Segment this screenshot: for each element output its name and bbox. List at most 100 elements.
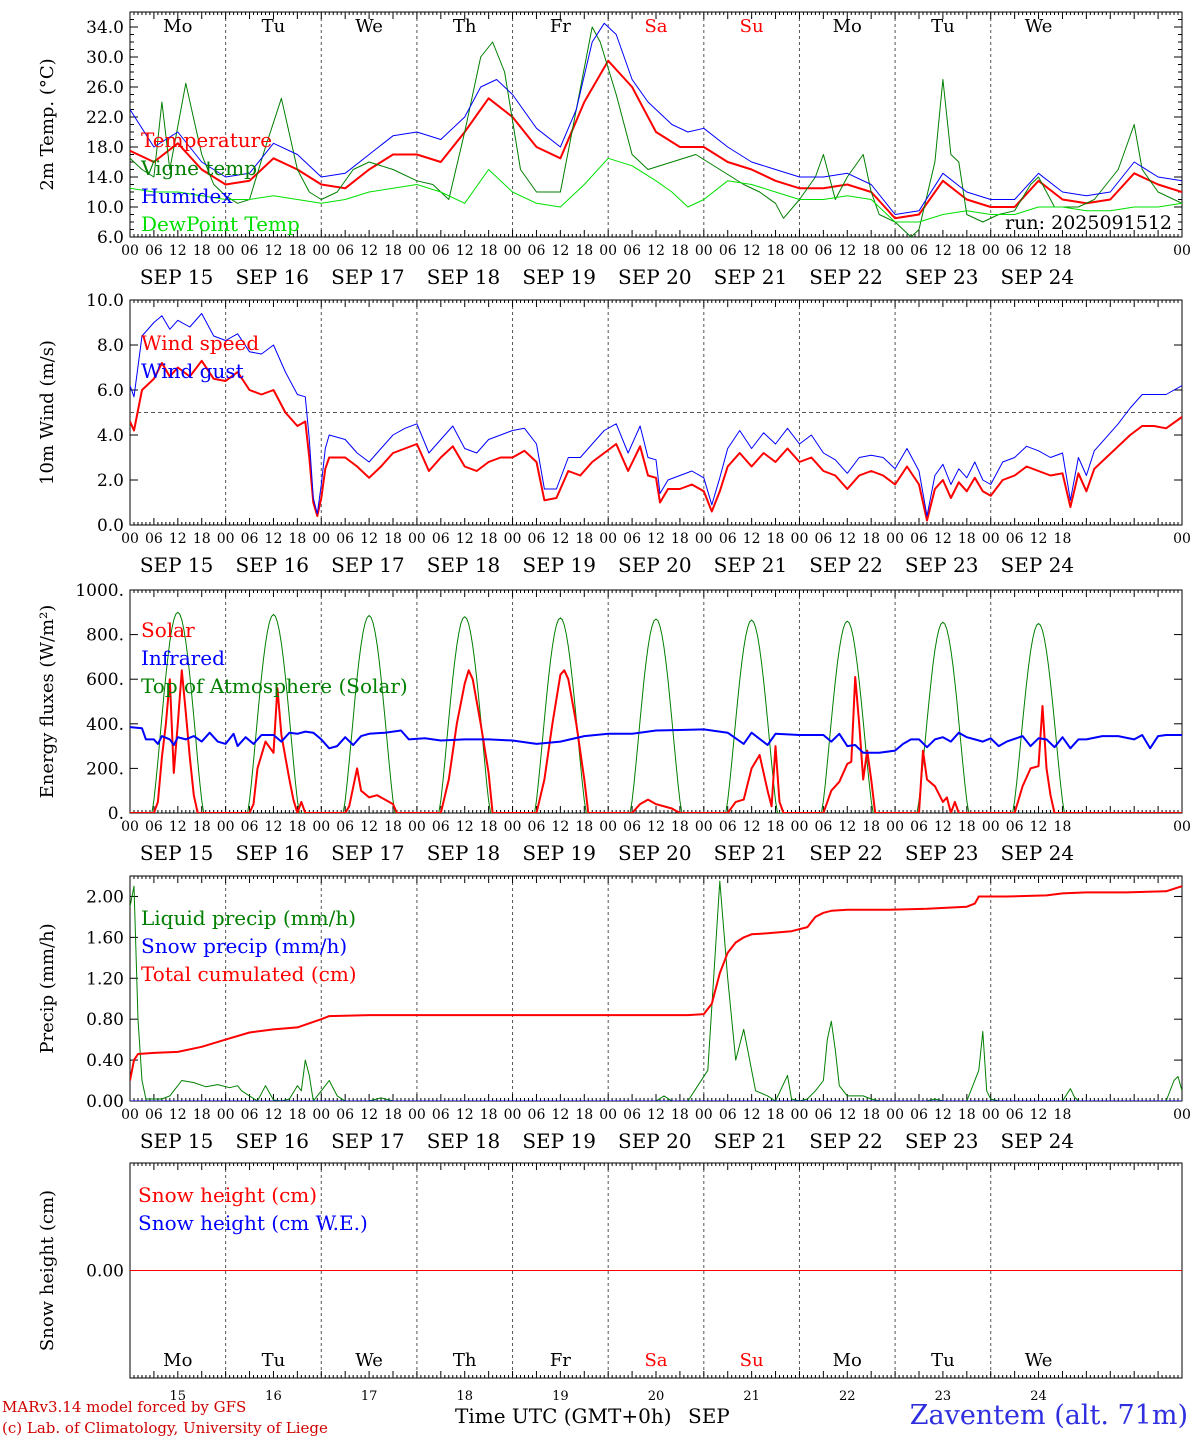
y-tick-label: 18.0 [86, 138, 124, 158]
legend-entry: Snow height (cm W.E.) [138, 1211, 368, 1235]
date-label: SEP 15 [140, 265, 214, 289]
hour-tick-label: 18 [480, 819, 498, 835]
hour-tick-label: 00 [217, 243, 235, 259]
day-name-label: Th [453, 16, 477, 37]
hour-tick-label: 12 [934, 243, 952, 259]
hour-tick-label: 00 [217, 1107, 235, 1123]
date-label: SEP 16 [235, 1129, 309, 1153]
date-label: SEP 22 [809, 841, 883, 865]
date-label: SEP 17 [331, 841, 405, 865]
hour-tick-label: 12 [743, 531, 761, 547]
hour-tick-label: 00 [1173, 1107, 1191, 1123]
y-tick-label: 1.60 [86, 928, 124, 948]
date-label: SEP 22 [809, 553, 883, 577]
y-tick-label: 0.40 [86, 1051, 124, 1071]
date-label: SEP 20 [618, 553, 692, 577]
plot-area [130, 880, 1182, 1101]
hour-tick-label: 06 [910, 243, 928, 259]
hour-tick-label: 12 [265, 1107, 283, 1123]
date-label: SEP 22 [809, 1129, 883, 1153]
hour-tick-label: 18 [384, 819, 402, 835]
hour-tick-label: 00 [312, 1107, 330, 1123]
hour-tick-label: 06 [719, 1107, 737, 1123]
series-toa-solar [130, 611, 1087, 813]
hour-tick-label: 18 [575, 1107, 593, 1123]
hour-tick-label: 18 [384, 243, 402, 259]
date-label: SEP 22 [809, 265, 883, 289]
hour-tick-label: 18 [958, 1107, 976, 1123]
day-number-label: 18 [456, 1389, 473, 1404]
plot-area [130, 313, 1182, 522]
day-name-label: Fr [550, 16, 571, 37]
hour-tick-label: 00 [886, 819, 904, 835]
date-label: SEP 18 [427, 553, 501, 577]
hour-tick-label: 00 [408, 531, 426, 547]
y-tick-label: 6.0 [97, 381, 124, 401]
series-line-1 [130, 359, 1182, 522]
y-tick-label: 30.0 [86, 48, 124, 68]
hour-tick-label: 06 [432, 531, 450, 547]
hour-tick-label: 18 [671, 819, 689, 835]
day-name-label: Tu [262, 1350, 286, 1371]
day-number-label: 15 [170, 1389, 187, 1404]
legend-entry: Top of Atmosphere (Solar) [141, 674, 408, 698]
hour-tick-label: 06 [528, 819, 546, 835]
legend-entry: Humidex [141, 184, 233, 208]
hour-tick-label: 00 [791, 1107, 809, 1123]
hour-tick-label: 06 [623, 819, 641, 835]
day-number-label: 16 [265, 1389, 282, 1404]
station-label: Zaventem (alt. 71m) [909, 1400, 1188, 1431]
hour-tick-label: 06 [336, 531, 354, 547]
date-label: SEP 19 [522, 841, 596, 865]
y-tick-label: 0.00 [86, 1092, 124, 1112]
day-name-label: Th [453, 1350, 477, 1371]
hour-tick-label: 12 [551, 819, 569, 835]
day-name-label: Su [740, 1350, 764, 1371]
date-label: SEP 21 [714, 1129, 788, 1153]
hour-tick-label: 06 [145, 243, 163, 259]
hour-tick-label: 18 [958, 531, 976, 547]
day-number-label: 23 [935, 1389, 952, 1404]
hour-tick-label: 06 [623, 531, 641, 547]
hour-tick-label: 18 [288, 243, 306, 259]
hour-tick-label: 06 [336, 819, 354, 835]
hour-tick-label: 00 [121, 1107, 139, 1123]
panel-1: 6.0 10.0 14.0 18.0 22.0 26.0 30.0 34.0 2m Temp. … [37, 11, 1191, 289]
series-line-1 [130, 880, 1182, 1101]
hour-tick-label: 12 [265, 531, 283, 547]
hour-tick-label: 18 [384, 531, 402, 547]
y-tick-label: 200. [86, 759, 124, 779]
hour-tick-label: 12 [647, 819, 665, 835]
hour-tick-label: 00 [312, 819, 330, 835]
hour-tick-label: 12 [647, 243, 665, 259]
hour-tick-label: 00 [217, 819, 235, 835]
hour-tick-label: 00 [695, 819, 713, 835]
hour-tick-label: 06 [145, 531, 163, 547]
hour-tick-label: 18 [862, 243, 880, 259]
legend-entry: Total cumulated (cm) [141, 962, 357, 986]
hour-tick-label: 06 [241, 819, 259, 835]
hour-tick-label: 06 [336, 243, 354, 259]
hour-tick-label: 12 [934, 819, 952, 835]
run-annotation: run: 2025091512 [1005, 212, 1172, 234]
day-name-label: Sa [644, 1350, 667, 1371]
hour-tick-label: 12 [551, 1107, 569, 1123]
hour-tick-label: 00 [599, 1107, 617, 1123]
y-tick-label: 1.20 [86, 969, 124, 989]
date-label: SEP 24 [1001, 841, 1075, 865]
hour-tick-label: 18 [575, 531, 593, 547]
hour-tick-label: 18 [767, 1107, 785, 1123]
panel-2: 0.0 2.0 4.0 6.0 8.0 10.0 10m Wind (m/s) 00 06 12 1… [37, 291, 1191, 577]
hour-tick-label: 12 [1030, 819, 1048, 835]
hour-tick-label: 06 [145, 1107, 163, 1123]
hour-tick-label: 06 [719, 819, 737, 835]
hour-tick-label: 12 [743, 1107, 761, 1123]
legend-entry: Infrared [141, 646, 225, 670]
hour-tick-label: 06 [910, 1107, 928, 1123]
hour-tick-label: 06 [623, 1107, 641, 1123]
date-label: SEP 16 [235, 841, 309, 865]
y-tick-label: 1000. [75, 581, 124, 601]
hour-tick-label: 00 [408, 819, 426, 835]
series-line-3 [130, 22, 1182, 215]
hour-tick-label: 00 [982, 243, 1000, 259]
